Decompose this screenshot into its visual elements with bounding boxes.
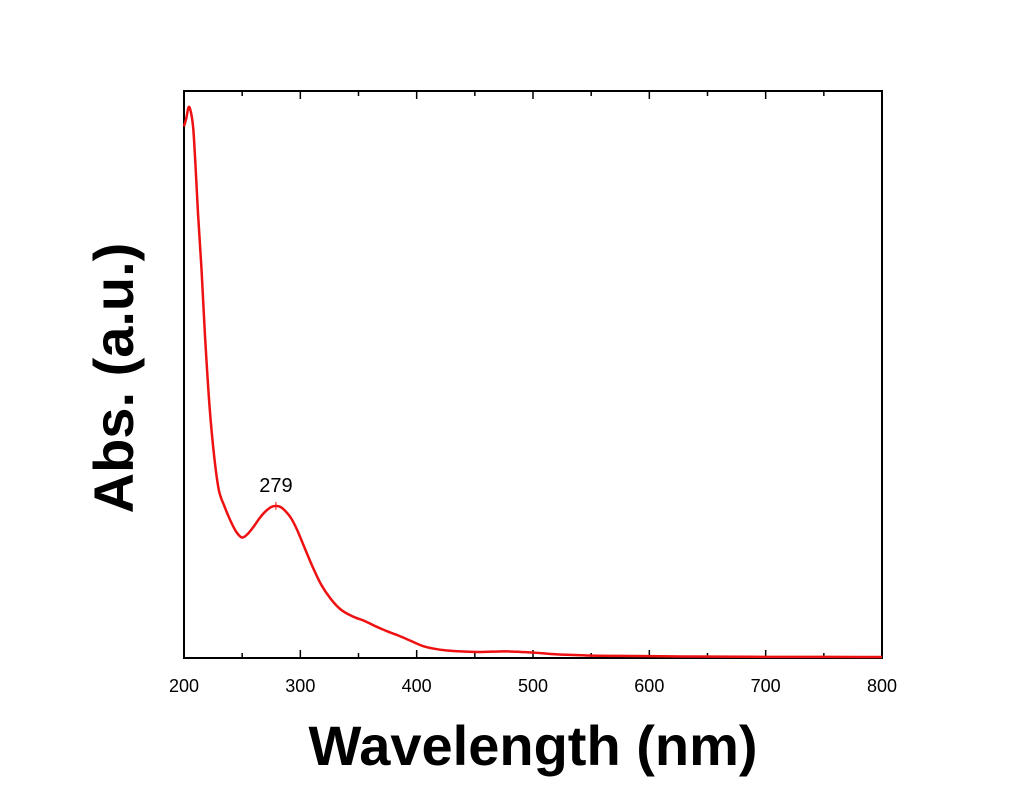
x-tick-label: 600 <box>634 676 664 696</box>
peak-marker <box>271 501 280 510</box>
x-tick-label: 700 <box>751 676 781 696</box>
x-axis-title: Wavelength (nm) <box>308 714 757 777</box>
x-axis-ticks <box>183 91 883 658</box>
peak-annotations: 279 <box>259 475 293 510</box>
y-axis-title: Abs. (a.u.) <box>82 243 145 514</box>
x-tick-label: 500 <box>518 676 548 696</box>
x-tick-label: 200 <box>169 676 199 696</box>
x-tick-label: 300 <box>285 676 315 696</box>
peak-label: 279 <box>259 475 292 497</box>
x-axis-tick-labels: 200 300 400 500 600 700 800 <box>169 676 897 696</box>
series-line <box>182 105 883 659</box>
plot-frame <box>183 90 883 659</box>
x-tick-label: 800 <box>867 676 897 696</box>
x-tick-label: 400 <box>402 676 432 696</box>
